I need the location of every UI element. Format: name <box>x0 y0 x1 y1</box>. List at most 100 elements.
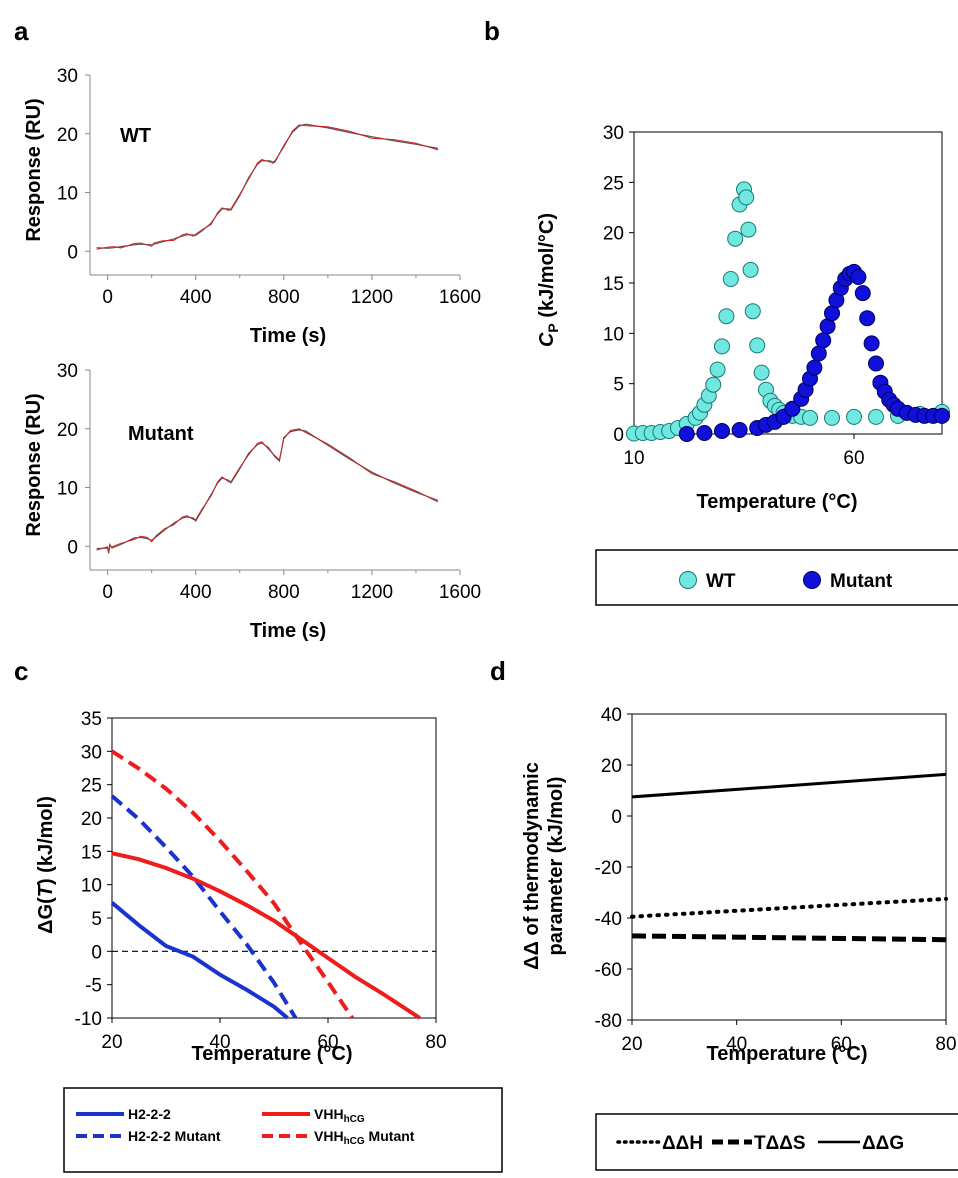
y-axis-title: Response (RU) <box>23 393 45 536</box>
legend-label-h222-mutant: H2-2-2 Mutant <box>128 1128 221 1144</box>
y-axis-title-sub: P <box>545 323 561 332</box>
series-line-h222 <box>110 901 289 1020</box>
y-axis-title-line2: parameter (kJ/mol) <box>545 777 567 956</box>
x-tick-label: 0 <box>102 582 113 603</box>
panel-label-d: d <box>490 656 506 686</box>
data-point-wt <box>727 230 744 247</box>
annotation-mutant: Mutant <box>128 423 194 445</box>
data-point-mutant <box>806 359 823 376</box>
data-point-wt <box>802 409 818 426</box>
legend-label-mutant: Mutant <box>830 571 893 592</box>
data-point-wt <box>709 361 726 378</box>
x-tick-label: 80 <box>935 1034 956 1055</box>
y-axis-title-part2: T <box>35 883 57 897</box>
data-point-wt <box>868 408 884 425</box>
x-axis-title: Temperature (°C) <box>697 491 858 513</box>
y-tick-label: -20 <box>595 858 622 879</box>
y-tick-label: 20 <box>601 756 622 777</box>
y-tick-label: 20 <box>57 125 78 146</box>
y-tick-label: 20 <box>603 224 624 245</box>
data-point-wt <box>742 261 759 278</box>
legend-label-vhh-mutant: VHHhCG Mutant <box>314 1128 415 1147</box>
plot-frame <box>633 131 943 435</box>
y-tick-label: 15 <box>81 842 102 863</box>
legend-label-wt: WT <box>706 571 736 592</box>
y-axis-title-rest: (kJ/mol/°C) <box>536 213 558 323</box>
legend-box <box>595 549 958 606</box>
data-point-mutant <box>854 285 871 302</box>
legend-label-vhh-main: VHH <box>314 1106 344 1122</box>
x-tick-label: 400 <box>180 287 212 308</box>
legend-marker-mutant <box>803 571 821 589</box>
x-tick-label: 1600 <box>439 582 481 603</box>
y-tick-label: 0 <box>613 425 624 446</box>
chart-a-mutant: Mutant Time (s) Response (RU) 0 10 20 30 0 40… <box>23 361 481 642</box>
y-tick-label: 35 <box>81 709 102 730</box>
y-tick-label: -80 <box>595 1011 622 1032</box>
y-tick-label: 20 <box>81 809 102 830</box>
legend-label-ddg: ΔΔG <box>862 1133 904 1154</box>
x-tick-label: 40 <box>726 1034 747 1055</box>
y-axis-title-part3: ) (kJ/mol) <box>35 796 57 885</box>
data-point-wt <box>718 308 735 325</box>
legend-label-vhh-mutant-suffix: Mutant <box>365 1128 415 1144</box>
x-tick-label: 1600 <box>439 287 481 308</box>
data-point-wt <box>753 364 770 381</box>
y-tick-label: 25 <box>81 776 102 797</box>
series-line-ddg <box>631 772 947 799</box>
y-axis-title-part1: ΔG( <box>35 897 57 934</box>
y-tick-label: -40 <box>595 909 622 930</box>
y-tick-label: 10 <box>57 184 78 205</box>
x-tick-label: 20 <box>621 1034 642 1055</box>
y-tick-label: 40 <box>601 705 622 726</box>
x-tick-label: 800 <box>268 582 300 603</box>
data-point-mutant <box>678 426 695 442</box>
chart-a-wt: WT Time (s) Response (RU) 0 10 20 30 0 400 800… <box>23 66 481 347</box>
series-line-ddh <box>630 896 948 919</box>
data-point-wt <box>744 303 761 320</box>
legend-label-tdds: TΔΔS <box>754 1133 806 1154</box>
x-tick-label: 0 <box>102 287 113 308</box>
series-line-vhh-mutant <box>110 749 354 1020</box>
y-axis-title-main: C <box>536 332 558 347</box>
plot-frame <box>111 717 437 1019</box>
x-axis-title: Time (s) <box>250 325 326 347</box>
data-point-wt <box>705 376 722 393</box>
data-point-mutant <box>868 355 884 372</box>
series-line-tdds <box>631 933 947 943</box>
y-tick-label: 30 <box>81 742 102 763</box>
y-axis-title: ΔG(T) (kJ/mol) <box>35 796 57 934</box>
data-point-wt <box>824 409 840 426</box>
y-tick-label: 30 <box>57 361 78 382</box>
series-line-vhh <box>111 851 421 1020</box>
data-point-mutant <box>696 425 713 441</box>
series-line-fit <box>96 124 439 250</box>
y-tick-label: 10 <box>603 324 624 345</box>
legend-label-vhh: VHHhCG <box>314 1106 365 1125</box>
data-point-mutant <box>731 422 748 438</box>
legend-label-vhh-mutant-main: VHH <box>314 1128 344 1144</box>
legend-label-h222: H2-2-2 <box>128 1106 171 1122</box>
panel-label-b: b <box>484 16 500 46</box>
panel-label-a: a <box>14 16 29 46</box>
legend-marker-wt <box>679 571 697 589</box>
x-axis-title: Temperature (°C) <box>192 1043 353 1065</box>
annotation-wt: WT <box>120 125 151 147</box>
data-point-mutant <box>815 332 832 349</box>
x-tick-label: 60 <box>317 1032 338 1053</box>
data-point-mutant <box>714 423 730 439</box>
data-point-wt <box>714 338 730 355</box>
x-tick-label: 400 <box>180 582 212 603</box>
chart-c-dg: Temperature (°C) ΔG(T) (kJ/mol) H2-2-2 H… <box>35 709 503 1173</box>
y-tick-label: 20 <box>57 420 78 441</box>
panel-label-c: c <box>14 656 28 686</box>
data-point-mutant <box>859 310 876 327</box>
y-tick-label: 10 <box>81 876 102 897</box>
legend-label-vhh-mutant-sub: hCG <box>344 1136 365 1147</box>
y-tick-label: 15 <box>603 274 624 295</box>
x-tick-label: 800 <box>268 287 300 308</box>
y-tick-label: -5 <box>85 976 102 997</box>
x-axis-title: Time (s) <box>250 620 326 642</box>
y-tick-label: 5 <box>613 375 624 396</box>
